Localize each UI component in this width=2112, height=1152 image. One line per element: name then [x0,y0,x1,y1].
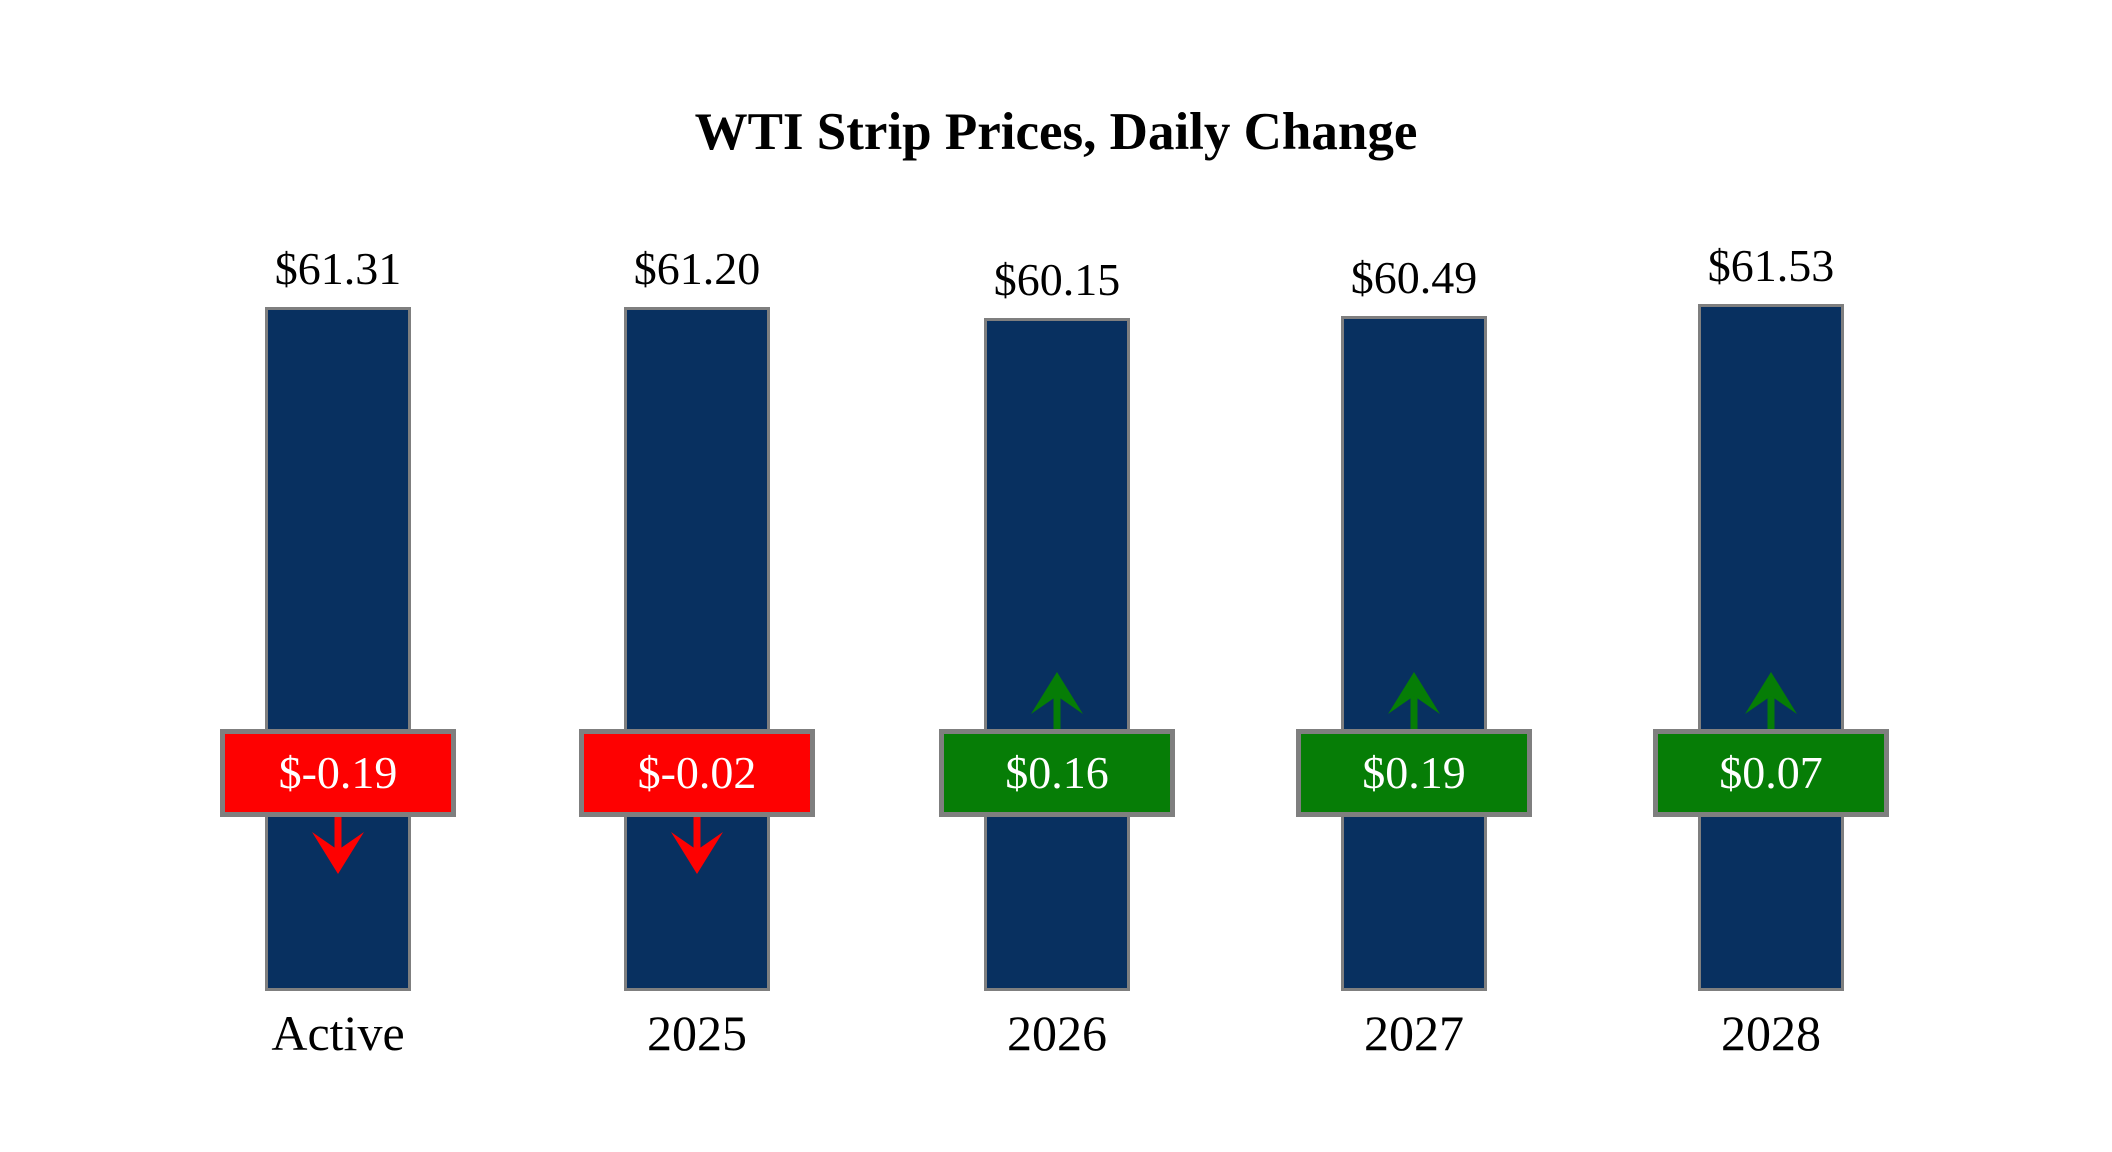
change-badge: $0.07 [1653,729,1889,817]
bar-group-active: $61.31 $-0.19 Active [158,0,518,1152]
category-label: Active [271,1005,405,1061]
category-label: 2026 [1007,1005,1107,1061]
chart-title: WTI Strip Prices, Daily Change [694,103,1418,161]
bar [984,318,1130,991]
price-label: $61.20 [633,243,761,294]
price-label: $60.49 [1350,252,1478,303]
price-label: $60.15 [993,254,1121,305]
down-arrow-icon [312,817,364,874]
up-arrow-icon [1031,672,1083,729]
bar [1341,316,1487,991]
bar-group-2026: $60.15 $0.16 2026 [877,0,1237,1152]
change-badge: $0.19 [1296,729,1532,817]
category-label: 2028 [1721,1005,1821,1061]
bar [1698,304,1844,991]
category-label: 2027 [1364,1005,1464,1061]
price-label: $61.53 [1707,240,1835,291]
down-arrow-icon [671,817,723,874]
bar-group-2028: $61.53 $0.07 2028 [1591,0,1951,1152]
change-badge: $0.16 [939,729,1175,817]
change-badge: $-0.19 [220,729,456,817]
up-arrow-icon [1388,672,1440,729]
bar-group-2025: $61.20 $-0.02 2025 [517,0,877,1152]
bar-group-2027: $60.49 $0.19 2027 [1234,0,1594,1152]
up-arrow-icon [1745,672,1797,729]
change-badge: $-0.02 [579,729,815,817]
price-label: $61.31 [274,243,402,294]
bar [265,307,411,991]
bar [624,307,770,991]
category-label: 2025 [647,1005,747,1061]
